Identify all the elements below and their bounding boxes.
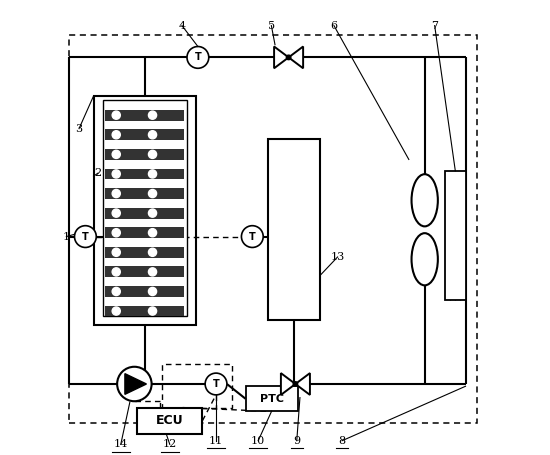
Bar: [105, 110, 184, 121]
Bar: [105, 208, 184, 218]
Bar: [105, 267, 184, 277]
Polygon shape: [125, 374, 146, 394]
Text: 6: 6: [331, 20, 338, 30]
Text: 12: 12: [163, 440, 177, 450]
Polygon shape: [274, 46, 289, 68]
Circle shape: [112, 268, 120, 276]
Circle shape: [112, 307, 120, 315]
Circle shape: [148, 170, 157, 178]
Circle shape: [117, 367, 152, 401]
Text: T: T: [249, 232, 256, 242]
Circle shape: [287, 55, 291, 60]
Circle shape: [148, 268, 157, 276]
Circle shape: [293, 382, 298, 386]
Circle shape: [74, 226, 96, 248]
Text: 13: 13: [331, 252, 345, 262]
Text: PTC: PTC: [260, 394, 284, 404]
Bar: [105, 306, 184, 316]
Text: 9: 9: [293, 436, 300, 446]
Text: 8: 8: [339, 436, 346, 446]
Text: T: T: [195, 52, 201, 62]
Bar: [105, 149, 184, 160]
Bar: [136, 408, 202, 434]
Polygon shape: [295, 373, 310, 395]
Bar: [69, 35, 477, 423]
Circle shape: [112, 111, 120, 119]
Circle shape: [112, 150, 120, 158]
Circle shape: [148, 248, 157, 256]
Text: 4: 4: [178, 20, 185, 30]
Bar: [105, 286, 184, 297]
Circle shape: [112, 228, 120, 237]
Text: 10: 10: [251, 436, 265, 446]
Circle shape: [187, 46, 209, 68]
Bar: [105, 228, 184, 238]
Text: 2: 2: [95, 168, 102, 178]
Bar: [105, 168, 184, 179]
Text: 3: 3: [75, 124, 82, 134]
Text: 11: 11: [209, 436, 223, 446]
Circle shape: [148, 307, 157, 315]
Ellipse shape: [411, 233, 438, 285]
Text: T: T: [213, 379, 219, 389]
Circle shape: [112, 209, 120, 217]
Text: T: T: [82, 232, 89, 242]
Circle shape: [148, 131, 157, 139]
Circle shape: [112, 170, 120, 178]
Text: 7: 7: [431, 20, 438, 30]
Ellipse shape: [411, 174, 438, 227]
Circle shape: [148, 228, 157, 237]
Circle shape: [148, 288, 157, 296]
Circle shape: [205, 373, 227, 395]
Bar: [162, 364, 232, 408]
Circle shape: [148, 209, 157, 217]
Bar: [245, 386, 298, 411]
Circle shape: [112, 248, 120, 256]
Bar: [105, 247, 184, 258]
Text: 14: 14: [114, 440, 128, 450]
Circle shape: [112, 131, 120, 139]
Bar: [445, 171, 465, 300]
Polygon shape: [281, 373, 295, 395]
Bar: [105, 129, 184, 140]
Circle shape: [148, 150, 157, 158]
Text: ECU: ECU: [156, 414, 183, 427]
Polygon shape: [289, 46, 303, 68]
Circle shape: [148, 189, 157, 197]
Circle shape: [148, 111, 157, 119]
Bar: [94, 96, 196, 325]
Text: 5: 5: [268, 20, 275, 30]
Bar: [103, 101, 186, 316]
Text: 1: 1: [63, 232, 70, 242]
Circle shape: [112, 288, 120, 296]
Circle shape: [241, 226, 263, 248]
Bar: [105, 188, 184, 199]
Bar: [268, 139, 320, 320]
Circle shape: [112, 189, 120, 197]
